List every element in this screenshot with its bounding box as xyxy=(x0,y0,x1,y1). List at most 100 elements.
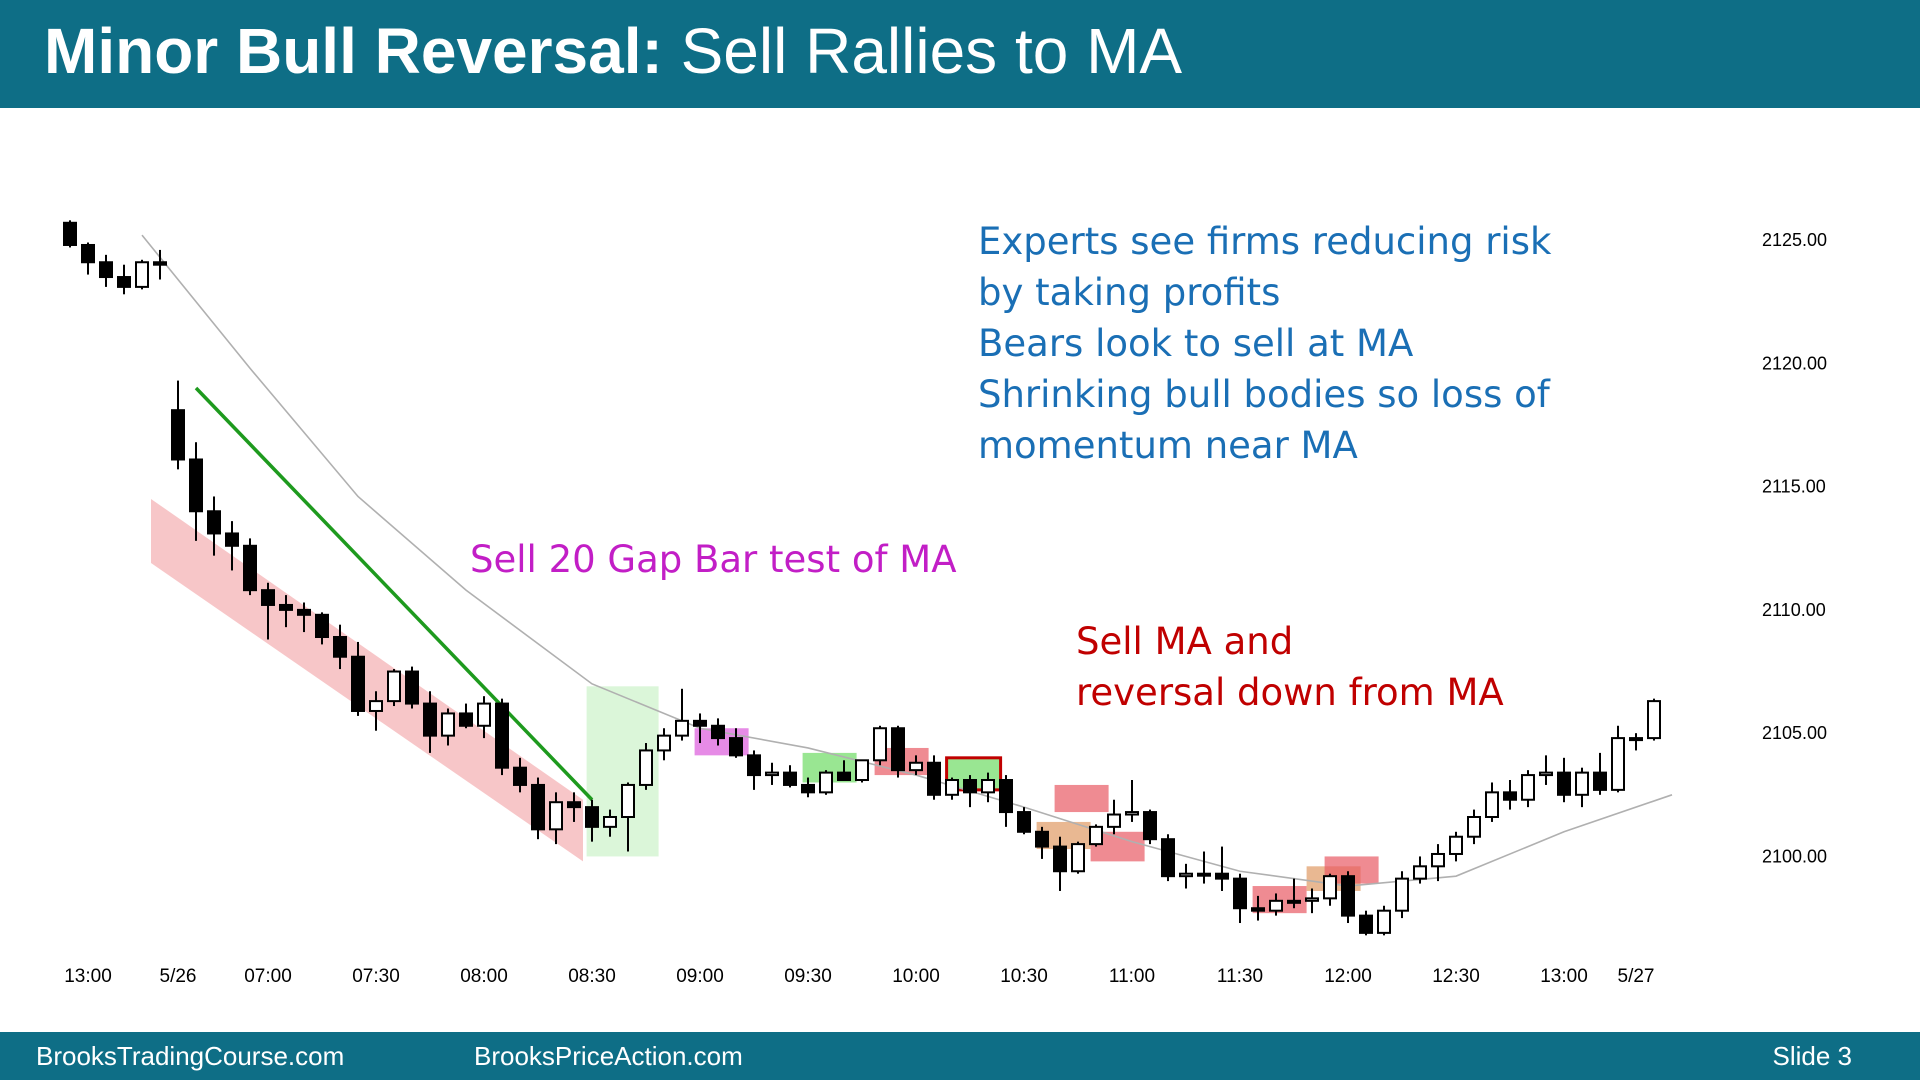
footer-site-left[interactable]: BrooksTradingCourse.com xyxy=(36,1041,345,1071)
bear-candle-body xyxy=(117,276,131,288)
bear-candle-body xyxy=(513,766,527,786)
bull-candle-body xyxy=(945,779,959,796)
candle xyxy=(999,775,1013,827)
candle xyxy=(1287,878,1301,909)
candle xyxy=(621,782,635,852)
bull-candle-body xyxy=(639,749,653,786)
bear-candle-body xyxy=(333,636,347,658)
bear-candle-body xyxy=(1251,907,1265,912)
bear-candle-body xyxy=(1035,830,1049,848)
y-tick-label: 2125.00 xyxy=(1762,230,1827,250)
red-highlight-box xyxy=(1054,784,1109,813)
candle xyxy=(1593,752,1607,795)
x-tick-label: 09:30 xyxy=(784,966,832,987)
y-tick-label: 2100.00 xyxy=(1762,846,1827,866)
candle xyxy=(837,760,851,782)
candle xyxy=(1359,910,1373,936)
bear-candle-body xyxy=(243,544,257,592)
bull-candle-body xyxy=(1305,897,1319,902)
sell-ma-annotation: Sell MA and reversal down from MA xyxy=(1076,616,1504,718)
candle xyxy=(657,728,671,761)
candle xyxy=(1611,725,1625,793)
bull-candle-body xyxy=(1521,774,1535,801)
experts-line: Bears look to sell at MA xyxy=(978,322,1414,365)
x-tick-label: 08:00 xyxy=(460,966,508,987)
candle xyxy=(81,242,95,275)
candle xyxy=(1143,809,1157,845)
bear-candle-body xyxy=(1359,914,1373,934)
bear-candle-body xyxy=(1341,875,1355,917)
candle xyxy=(387,669,401,707)
bear-candle-body xyxy=(459,712,473,727)
bull-candle-body xyxy=(675,719,689,737)
candle xyxy=(297,602,311,633)
experts-line: Experts see firms reducing risk xyxy=(978,220,1552,263)
bear-candle-body xyxy=(927,761,941,796)
bear-candle-body xyxy=(1557,771,1571,796)
bear-candle-body xyxy=(99,261,113,279)
x-tick-label: 5/26 xyxy=(160,966,197,987)
title-rest: Sell Rallies to MA xyxy=(662,15,1183,87)
candle xyxy=(315,612,329,645)
candle xyxy=(423,691,437,753)
bear-candle-body xyxy=(1215,872,1229,880)
candle xyxy=(639,743,653,790)
bear-candle-body xyxy=(729,737,743,757)
candle xyxy=(1323,873,1337,906)
footer-site-mid[interactable]: BrooksPriceAction.com xyxy=(474,1041,743,1071)
experts-annotation: Experts see firms reducing risk by takin… xyxy=(978,216,1551,471)
candle xyxy=(819,770,833,795)
x-tick-label: 11:30 xyxy=(1217,966,1263,987)
bear-candle-body xyxy=(837,771,851,782)
x-tick-label: 13:00 xyxy=(64,966,112,987)
bull-candle-body xyxy=(1449,835,1463,855)
candle xyxy=(549,792,563,845)
x-axis-labels: 13:00 5/26 07:00 07:30 08:00 08:30 09:00 09:30 1… xyxy=(64,966,1654,987)
candle xyxy=(1521,770,1535,808)
trend-channel-highlight xyxy=(151,498,583,862)
y-tick-label: 2120.00 xyxy=(1762,353,1827,373)
candle xyxy=(261,582,275,640)
sell-ma-line: reversal down from MA xyxy=(1076,671,1504,714)
candle xyxy=(531,777,545,840)
candle xyxy=(1071,841,1085,874)
bear-candle-body xyxy=(567,801,581,809)
bull-candle-body xyxy=(1575,771,1589,796)
candle xyxy=(909,755,923,776)
bear-candle-body xyxy=(315,613,329,639)
bull-candle-body xyxy=(621,783,635,818)
candle xyxy=(1125,780,1139,822)
bull-candle-body xyxy=(819,771,833,794)
candle xyxy=(1539,755,1553,785)
bear-candle-body xyxy=(585,806,599,828)
bull-candle-body xyxy=(1089,825,1103,846)
bull-candle-body xyxy=(1467,815,1481,838)
bear-candle-body xyxy=(495,702,509,769)
candle xyxy=(189,442,203,541)
sell-ma-line: Sell MA and xyxy=(1076,620,1294,663)
bear-candle-body xyxy=(297,608,311,616)
bear-candle-body xyxy=(1143,811,1157,841)
candle xyxy=(63,220,77,248)
candle xyxy=(1413,856,1427,884)
candle xyxy=(1251,895,1265,921)
experts-line: by taking profits xyxy=(978,271,1281,314)
candle xyxy=(117,264,131,295)
x-tick-label: 10:30 xyxy=(1000,966,1048,987)
footer-bar: BrooksTradingCourse.com BrooksPriceActio… xyxy=(0,1032,1920,1080)
bear-candle-body xyxy=(1593,771,1607,791)
candle xyxy=(225,521,239,571)
bear-candle-body xyxy=(1161,838,1175,878)
candle xyxy=(1197,851,1211,884)
x-tick-label: 10:00 xyxy=(892,966,940,987)
bull-candle-body xyxy=(1125,811,1139,816)
gap-bar-annotation: Sell 20 Gap Bar test of MA xyxy=(470,538,957,581)
candle xyxy=(1647,698,1661,741)
x-tick-label: 08:30 xyxy=(568,966,616,987)
candle xyxy=(207,496,221,556)
candle xyxy=(477,696,491,739)
candle xyxy=(1233,873,1247,924)
candle xyxy=(1215,846,1229,891)
candle xyxy=(1341,871,1355,924)
bull-candle-body xyxy=(873,727,887,762)
